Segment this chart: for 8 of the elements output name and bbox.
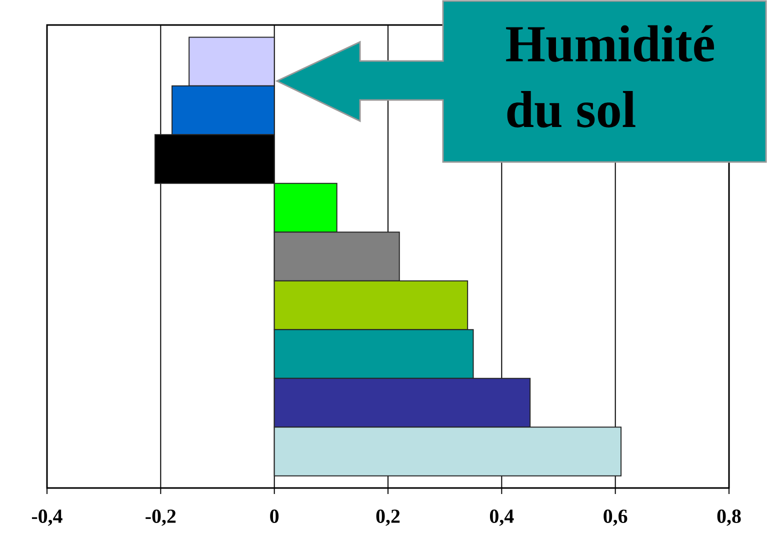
x-tick-label: 0,6: [604, 510, 628, 526]
x-tick-label: -0,2: [146, 510, 176, 526]
annotation: Humidité du sol: [506, 25, 714, 128]
x-tick-label: -0,4: [32, 510, 62, 526]
x-tick-label: 0,8: [717, 510, 741, 526]
x-tick-label: 0,4: [490, 510, 514, 526]
x-tick-label: 0: [270, 510, 279, 523]
x-tick-label: 0,2: [376, 510, 400, 526]
